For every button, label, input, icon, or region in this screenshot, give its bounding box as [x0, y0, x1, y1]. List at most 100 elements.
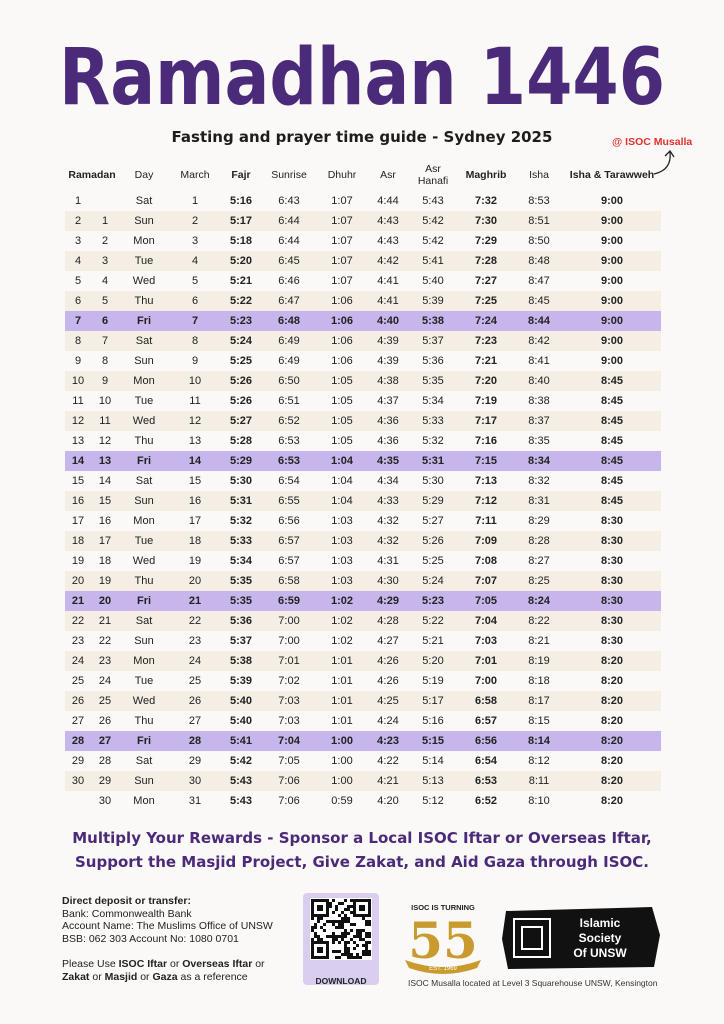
- cell: 18: [169, 531, 221, 551]
- cell: 7:23: [457, 331, 515, 351]
- reference-part: Zakat: [62, 970, 90, 983]
- table-row: 28 27 Fri 28 5:41 7:04 1:00 4:23 5:15 6:56 8:14 8:2…: [65, 731, 661, 751]
- cell: 7:01: [457, 651, 515, 671]
- cell: 8:34: [515, 451, 563, 471]
- cell: 21: [65, 591, 91, 611]
- cell: 4:29: [367, 591, 409, 611]
- cell: 5:30: [422, 475, 444, 487]
- cell: 18: [98, 555, 112, 567]
- cell: 5:41: [221, 731, 261, 751]
- cell: 5:25: [422, 555, 444, 567]
- cell: 4:33: [367, 491, 409, 511]
- cell: 5:39: [229, 675, 253, 687]
- logo-line: Society: [579, 931, 622, 945]
- cell: 9:00: [600, 195, 624, 207]
- cell: 8:30: [563, 591, 661, 611]
- table-row: 27 26 Thu 27 5:40 7:03 1:01 4:24 5:16 6:57 8:15 8:2…: [65, 711, 661, 731]
- cell: 4:39: [367, 331, 409, 351]
- cell: 1:06: [317, 331, 367, 351]
- anniv-est: EST. 1969: [429, 966, 457, 972]
- cell: 9:00: [600, 355, 624, 367]
- cell: 5:40: [221, 691, 261, 711]
- cell: 12: [169, 411, 221, 431]
- cell: 8:24: [515, 591, 563, 611]
- cell: 8:45: [515, 291, 563, 311]
- cell: Sat: [135, 475, 153, 487]
- table-row: 16 15 Sun 16 5:31 6:55 1:04 4:33 5:29 7:12 8:31 8:4…: [65, 491, 661, 511]
- reference-part: Gaza: [152, 970, 178, 983]
- table-row: 25 24 Tue 25 5:39 7:02 1:01 4:26 5:19 7:00 8:18 8:2…: [65, 671, 661, 691]
- cell: 8:20: [600, 715, 624, 727]
- table-row: 26 25 Wed 26 5:40 7:03 1:01 4:25 5:17 6:58 8:17 8:2…: [65, 691, 661, 711]
- cell: 8:20: [600, 675, 624, 687]
- cell: 5:16: [229, 195, 253, 207]
- cell: 4:28: [367, 611, 409, 631]
- cell: 1:07: [317, 211, 367, 231]
- cell: 8:20: [563, 691, 661, 711]
- cell: 1:06: [317, 291, 367, 311]
- cell: 5:15: [409, 731, 457, 751]
- table-row: 12 11 Wed 12 5:27 6:52 1:05 4:36 5:33 7:17 8:37 8:4…: [65, 411, 661, 431]
- cell: 23: [71, 635, 85, 647]
- cell: 19: [71, 555, 85, 567]
- cell: 19: [188, 555, 202, 567]
- cell: 6:53: [278, 435, 300, 447]
- cell: Sun: [134, 635, 154, 647]
- cell: 5:31: [409, 451, 457, 471]
- cell: 13: [71, 435, 85, 447]
- cell: 5:34: [422, 395, 444, 407]
- cell: 3: [191, 235, 199, 247]
- cell: 5:37: [229, 635, 253, 647]
- cell: 27: [188, 715, 202, 727]
- cell: 7:02: [278, 675, 300, 687]
- cell: 27: [71, 715, 85, 727]
- cell: Thu: [119, 571, 169, 591]
- cell: 28: [169, 731, 221, 751]
- cell: 1: [191, 195, 199, 207]
- bank-line: Bank: Commonwealth Bank: [62, 907, 192, 920]
- qr-code: [310, 898, 372, 960]
- cell: 9:00: [600, 275, 624, 287]
- cell: 5:36: [221, 611, 261, 631]
- reference-part: Please Use: [62, 958, 119, 970]
- cell: 12: [65, 411, 91, 431]
- cell: 7:00: [261, 611, 317, 631]
- cell: 4:32: [377, 515, 399, 527]
- table-row: 14 13 Fri 14 5:29 6:53 1:04 4:35 5:31 7:15 8:34 8:4…: [65, 451, 661, 471]
- cell: 1:05: [317, 371, 367, 391]
- cell: 8:53: [528, 195, 550, 207]
- cell: Sat: [135, 195, 153, 207]
- cell: 26: [65, 691, 91, 711]
- reference: Please Use ISOC Iftar or Overseas Iftar …: [62, 958, 292, 983]
- cell: 4:31: [377, 555, 399, 567]
- reference-part: Overseas Iftar: [182, 958, 253, 970]
- cell: Sun: [119, 771, 169, 791]
- cell: 1:01: [317, 651, 367, 671]
- cell: 30: [169, 771, 221, 791]
- column-header: Asr Hanafi: [417, 162, 449, 187]
- cell: 30: [65, 771, 91, 791]
- table-row: 23 22 Sun 23 5:37 7:00 1:02 4:27 5:21 7:03 8:21 8:3…: [65, 631, 661, 651]
- table-row: 17 16 Mon 17 5:32 6:56 1:03 4:32 5:27 7:11 8:29 8:3…: [65, 511, 661, 531]
- cta-line: Multiply Your Rewards - Sponsor a Local …: [72, 829, 652, 847]
- cell: 29: [71, 755, 85, 767]
- cell: Sun: [119, 211, 169, 231]
- cell: Mon: [119, 651, 169, 671]
- cell: 5:42: [409, 211, 457, 231]
- cell: 4:25: [367, 691, 409, 711]
- cell: 9: [191, 355, 199, 367]
- cell: 7:04: [261, 731, 317, 751]
- cell: 5:26: [229, 395, 253, 407]
- cell: 16: [98, 515, 112, 527]
- cell: 4:43: [377, 235, 399, 247]
- cell: 4:37: [377, 395, 399, 407]
- cell: 26: [169, 691, 221, 711]
- cell: 17: [91, 531, 119, 551]
- reference-part: or: [137, 970, 153, 983]
- cell: 4:41: [367, 291, 409, 311]
- cell: 7:08: [474, 555, 498, 567]
- cell: 30: [98, 795, 112, 807]
- cell: 8:20: [600, 795, 624, 807]
- cell: 1:04: [331, 475, 353, 487]
- table-row: 22 21 Sat 22 5:36 7:00 1:02 4:28 5:22 7:04 8:22 8:3…: [65, 611, 661, 631]
